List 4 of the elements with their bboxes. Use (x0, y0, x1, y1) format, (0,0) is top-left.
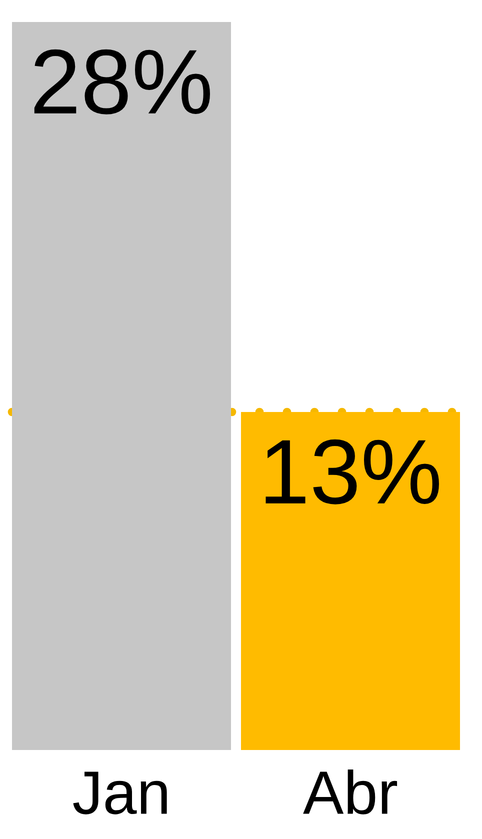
data-label: 28% (34, 49, 210, 114)
x-tick-label: Abr (303, 769, 398, 814)
x-tick-label: Jan (73, 772, 167, 814)
data-label: 13% (266, 439, 439, 504)
